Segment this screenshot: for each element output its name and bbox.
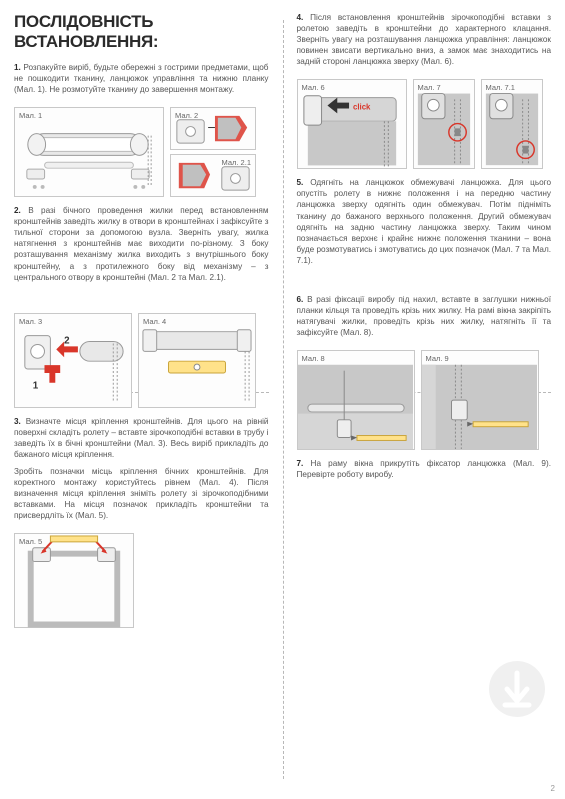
para-3b-text: Зробіть позначки місць кріплення бічних …: [14, 467, 269, 520]
para-4-text: Після встановлення кронштейнів зірочкопо…: [297, 13, 552, 66]
fig6-svg: click: [298, 80, 406, 168]
fig5-svg: [15, 534, 133, 627]
vertical-divider: [283, 20, 284, 779]
fig-label: Мал. 2.1: [222, 158, 251, 167]
para-4: 4. Після встановлення кронштейнів зірочк…: [297, 12, 552, 67]
para-1: 1. Розпакуйте виріб, будьте обережні з г…: [14, 62, 269, 95]
fig-label: Мал. 7.1: [486, 83, 515, 92]
fig-row-1: Мал. 1 Мал. 2: [14, 107, 269, 197]
fig-label: Мал. 9: [426, 354, 449, 363]
fig4-svg: [139, 314, 255, 407]
fig-label: Мал. 2: [175, 111, 198, 120]
svg-text:2: 2: [64, 335, 70, 346]
para-5: 5. Одягніть на ланцюжок обмежувачі ланцю…: [297, 177, 552, 266]
fig-row-3: Мал. 5: [14, 533, 269, 628]
figure-5: Мал. 5: [14, 533, 134, 628]
para-7-text: На раму вікна прикрутіть фіксатор ланцюж…: [297, 459, 551, 479]
para-5-text: Одягніть на ланцюжок обмежувачі ланцюжка…: [297, 178, 552, 264]
para-6: 6. В разі фіксації виробу під нахил, вст…: [297, 294, 552, 338]
figure-1: Мал. 1: [14, 107, 164, 197]
figure-9: Мал. 9: [421, 350, 539, 450]
figure-4: Мал. 4: [138, 313, 256, 408]
fig-row-2: Мал. 3 2 1 Мал. 4: [14, 313, 269, 408]
click-label: click: [352, 103, 370, 112]
svg-text:1: 1: [33, 380, 39, 391]
fig3-svg: 2 1: [15, 314, 131, 407]
fig-label: Мал. 5: [19, 537, 42, 546]
figure-3: Мал. 3 2 1: [14, 313, 132, 408]
page-number: 2: [551, 784, 555, 793]
figure-8: Мал. 8: [297, 350, 415, 450]
fig-label: Мал. 1: [19, 111, 42, 120]
para-2-text: В разі бічного проведення жилки перед вс…: [14, 206, 269, 281]
para-3b: Зробіть позначки місць кріплення бічних …: [14, 466, 269, 521]
para-7: 7. На раму вікна прикрутіть фіксатор лан…: [297, 458, 552, 480]
fig7-svg: [414, 80, 474, 167]
fig8-svg: [298, 351, 414, 449]
fig-label: Мал. 3: [19, 317, 42, 326]
fig-row-4: Мал. 6 click Мал. 7: [297, 79, 552, 169]
instruction-page: ПОСЛІДОВНІСТЬ ВСТАНОВЛЕННЯ: 1. Розпакуйт…: [0, 0, 565, 799]
figure-2: Мал. 2: [170, 107, 256, 150]
fig1-svg: [15, 108, 163, 197]
fig-label: Мал. 8: [302, 354, 325, 363]
figure-6: Мал. 6 click: [297, 79, 407, 169]
para-6-text: В разі фіксації виробу під нахил, вставт…: [297, 295, 552, 337]
figure-2-1: Мал. 2.1: [170, 154, 256, 197]
para-3a-text: Визначте місця кріплення кронштейнів. Дл…: [14, 417, 269, 459]
para-1-text: Розпакуйте виріб, будьте обережні з гост…: [14, 63, 269, 94]
page-title: ПОСЛІДОВНІСТЬ ВСТАНОВЛЕННЯ:: [14, 12, 269, 52]
fig-row-5: Мал. 8 Мал. 9: [297, 350, 552, 450]
para-2: 2. В разі бічного проведення жилки перед…: [14, 205, 269, 282]
watermark-icon: [487, 659, 547, 719]
fig-label: Мал. 6: [302, 83, 325, 92]
figure-7: Мал. 7: [413, 79, 475, 169]
fig71-svg: [482, 80, 542, 167]
fig9-svg: [422, 351, 538, 449]
fig-label: Мал. 7: [418, 83, 441, 92]
fig-label: Мал. 4: [143, 317, 166, 326]
left-column: ПОСЛІДОВНІСТЬ ВСТАНОВЛЕННЯ: 1. Розпакуйт…: [0, 0, 283, 799]
para-3a: 3. Визначте місця кріплення кронштейнів.…: [14, 416, 269, 460]
figure-7-1: Мал. 7.1: [481, 79, 543, 169]
